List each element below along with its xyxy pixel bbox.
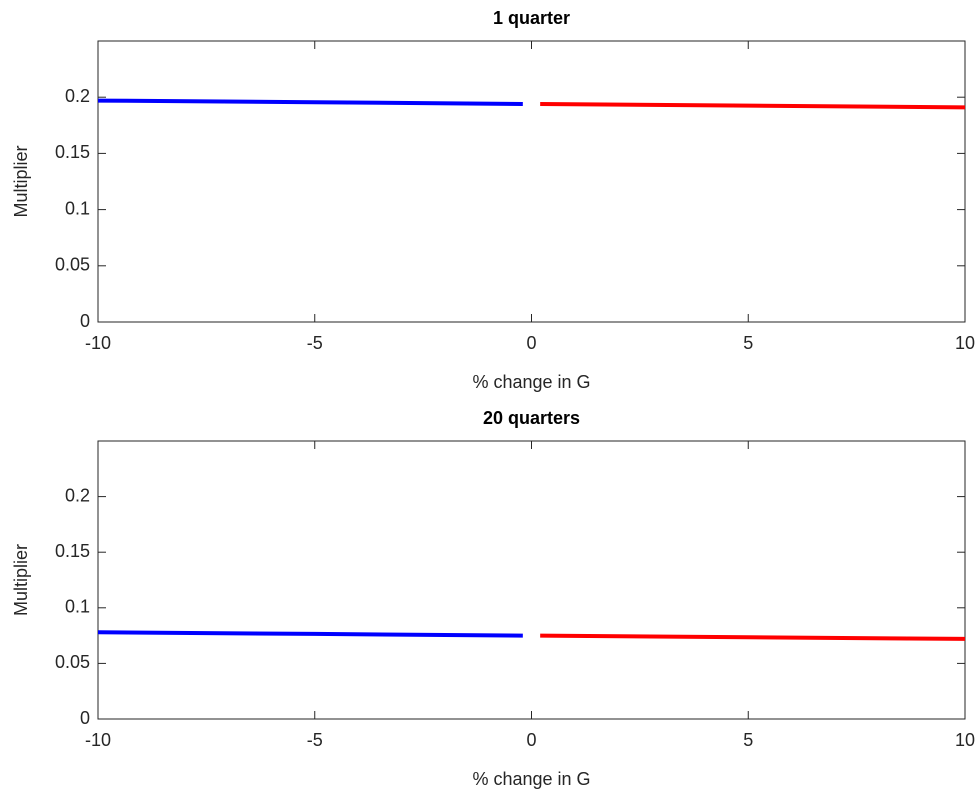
- chart-title: 20 quarters: [483, 408, 580, 428]
- x-tick-label: -10: [85, 730, 111, 750]
- y-tick-label: 0.15: [55, 541, 90, 561]
- x-axis-label: % change in G: [472, 372, 590, 392]
- chart-title: 1 quarter: [493, 8, 570, 28]
- line: [540, 101, 966, 110]
- axes-box: [97, 440, 966, 720]
- y-tick-label: 0: [80, 708, 90, 728]
- x-axis-label: % change in G: [472, 769, 590, 789]
- y-axis-label: Multiplier: [11, 544, 31, 616]
- line: [97, 630, 523, 638]
- y-tick-label: 0.05: [55, 255, 90, 275]
- y-tick-label: 0.15: [55, 142, 90, 162]
- x-tick-label: -5: [307, 333, 323, 353]
- x-tick-label: 10: [955, 730, 975, 750]
- line: [540, 633, 966, 641]
- x-tick-label: -5: [307, 730, 323, 750]
- axes-box: [97, 40, 966, 323]
- y-tick-label: 0.2: [65, 86, 90, 106]
- y-tick-label: 0: [80, 311, 90, 331]
- x-tick-label: 0: [526, 333, 536, 353]
- y-tick-label: 0.05: [55, 652, 90, 672]
- x-tick-label: 10: [955, 333, 975, 353]
- x-tick-label: 0: [526, 730, 536, 750]
- x-tick-label: 5: [743, 730, 753, 750]
- line: [97, 98, 523, 106]
- x-tick-label: 5: [743, 333, 753, 353]
- y-axis-label: Multiplier: [11, 145, 31, 217]
- y-tick-label: 0.2: [65, 485, 90, 505]
- x-tick-label: -10: [85, 333, 111, 353]
- y-tick-label: 0.1: [65, 597, 90, 617]
- y-tick-label: 0.1: [65, 198, 90, 218]
